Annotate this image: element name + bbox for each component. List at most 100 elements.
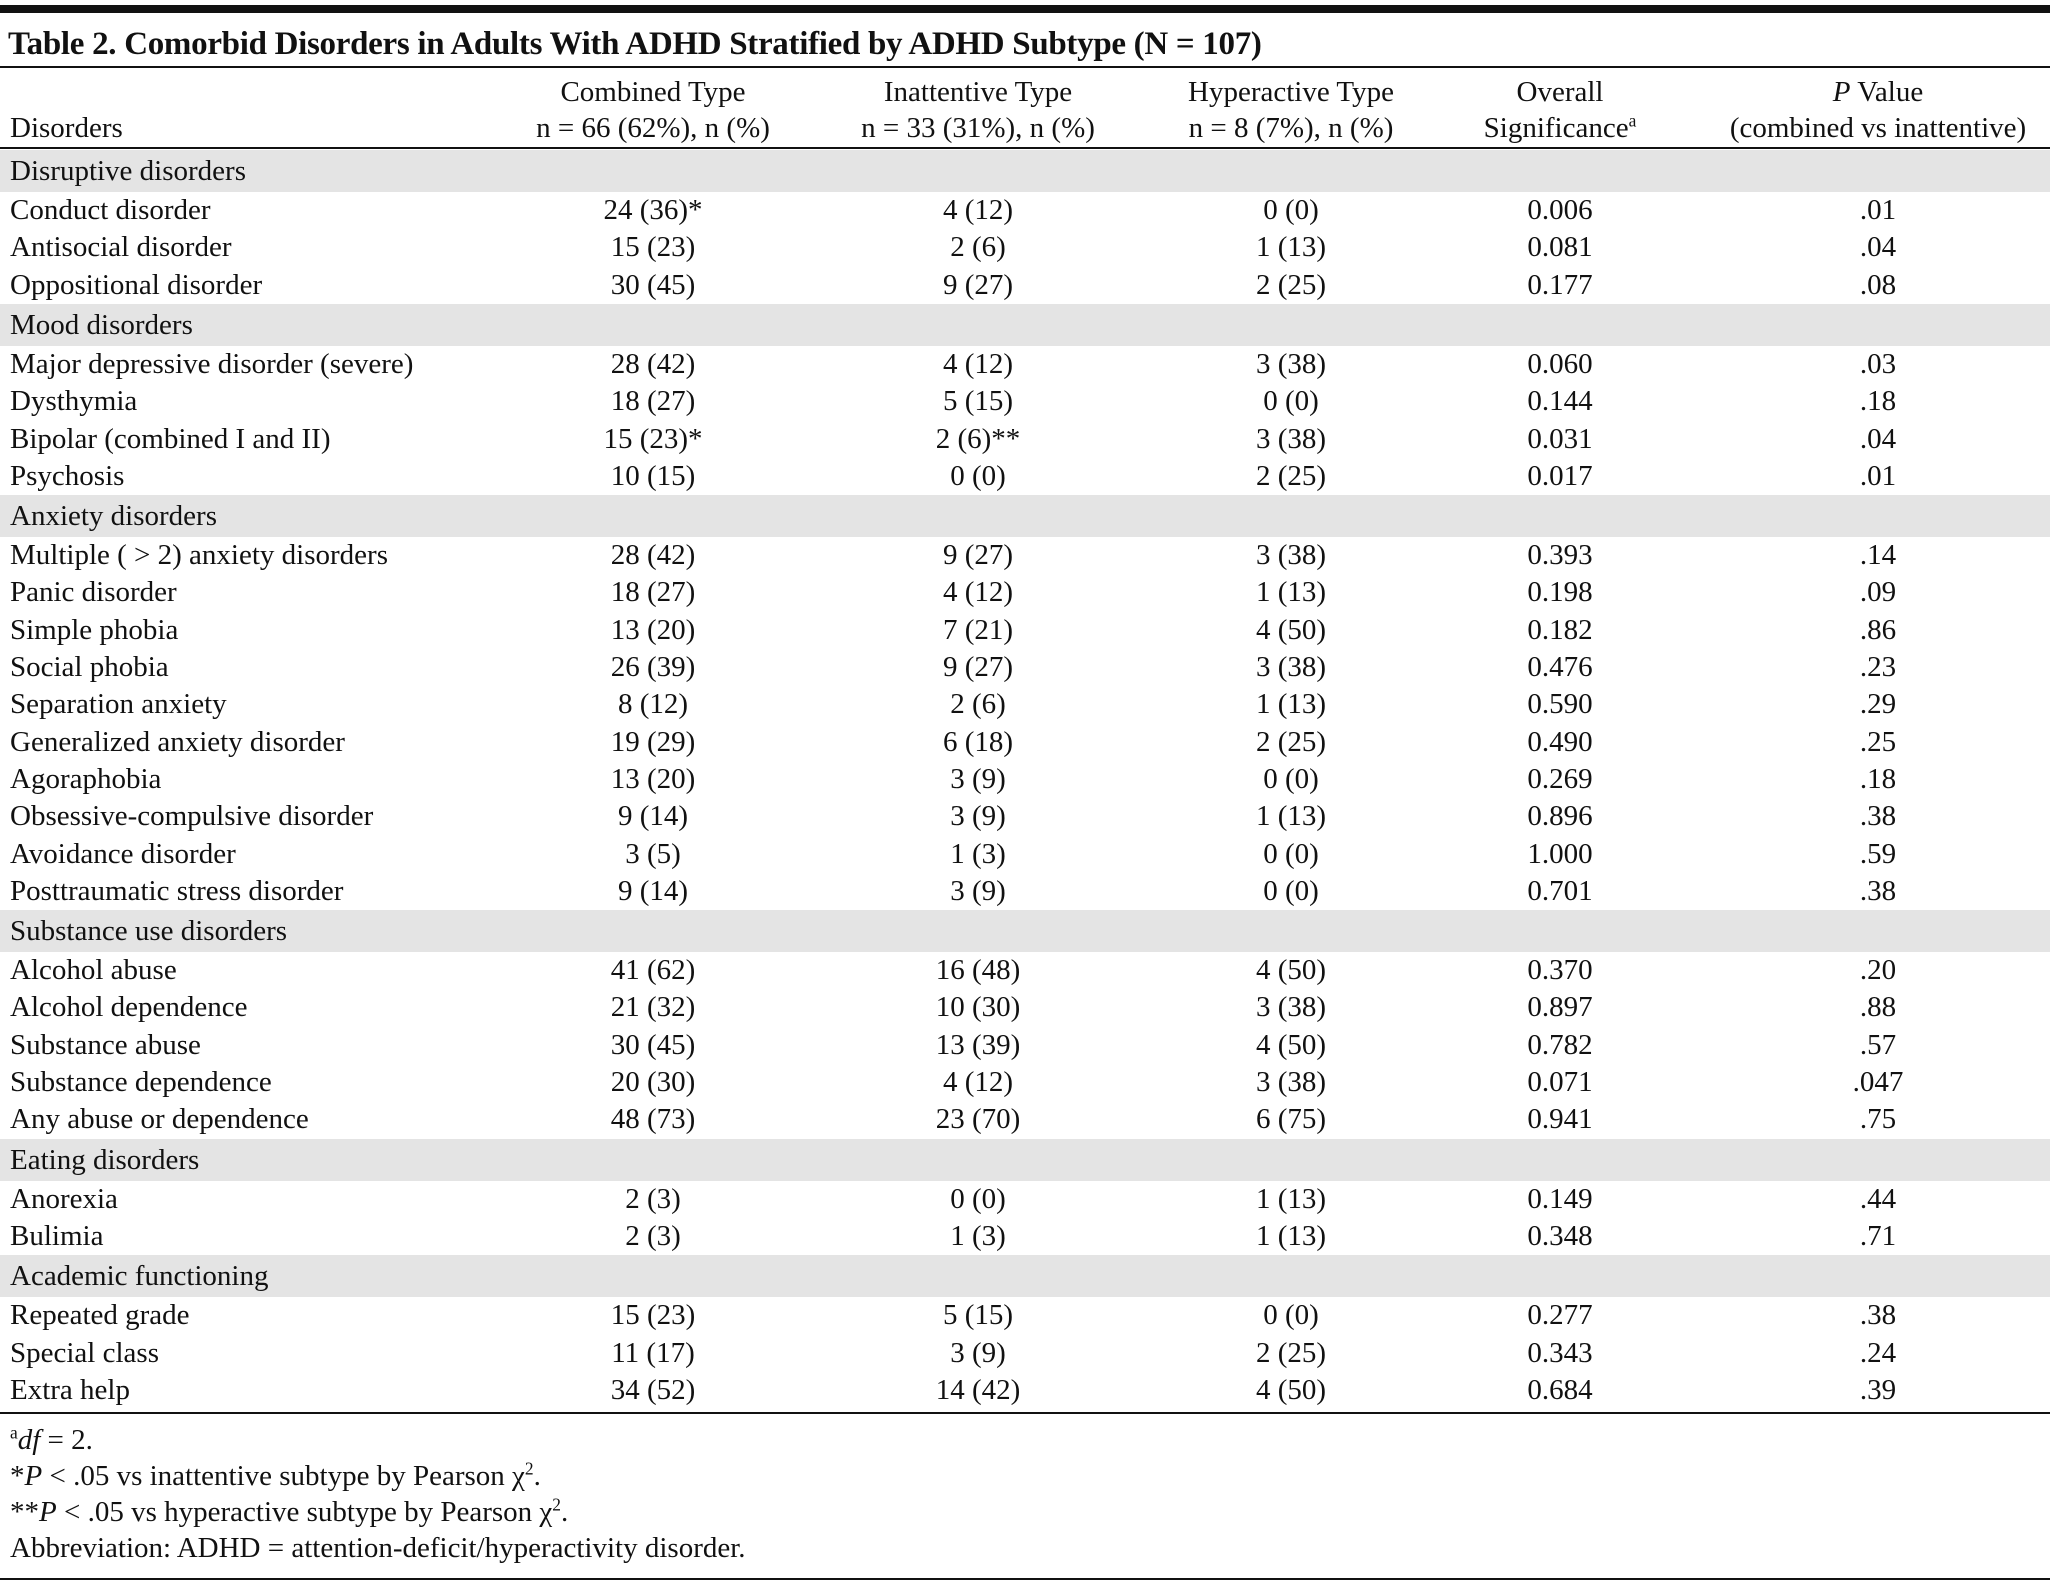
table-cell: 23 (70) <box>935 1103 1021 1136</box>
row-label: Multiple ( > 2) anxiety disorders <box>10 539 388 572</box>
header-cell: Hyperactive Type <box>1188 74 1394 110</box>
header-line: Significancea <box>0 110 2050 146</box>
table-cell: 0.343 <box>1527 1336 1593 1369</box>
table-row: Agoraphobia 13 (20) 3 (9) 0 (0) 0.269 .18 <box>0 761 2050 798</box>
row-label: Extra help <box>10 1373 130 1406</box>
table-cell: .38 <box>1859 874 1897 907</box>
header-line: Disorders <box>0 110 2050 146</box>
table-cell: 4 (12) <box>942 347 1014 380</box>
table-cell: 2 (25) <box>1255 1336 1327 1369</box>
table-row: Antisocial disorder 15 (23) 2 (6) 1 (13) 0.0… <box>0 229 2050 266</box>
footnote: Abbreviation: ADHD = attention-deficit/h… <box>0 1530 2050 1566</box>
row-label: Substance abuse <box>10 1028 201 1061</box>
header-cell: Combined Type <box>560 74 745 110</box>
text-segment: n = 66 (62%), n (%) <box>536 112 770 144</box>
table-cell: 3 (9) <box>950 1336 1006 1369</box>
table-row: Multiple ( > 2) anxiety disorders 28 (42)… <box>0 537 2050 574</box>
table-cell: 0.370 <box>1527 954 1593 987</box>
table-cell: 7 (21) <box>942 613 1014 646</box>
table-cell: .39 <box>1859 1373 1897 1406</box>
section-row: Disruptive disorders <box>0 150 2050 192</box>
table-row: Social phobia 26 (39) 9 (27) 3 (38) 0.476 .23 <box>0 649 2050 686</box>
table-cell: 28 (42) <box>610 347 696 380</box>
text-segment: * <box>10 1460 25 1492</box>
table-cell: 0 (0) <box>1263 874 1319 907</box>
table-cell: .38 <box>1859 1299 1897 1332</box>
footnote: **P < .05 vs hyperactive subtype by Pear… <box>0 1494 2050 1530</box>
table-cell: .03 <box>1859 347 1897 380</box>
table-cell: 13 (20) <box>610 762 696 795</box>
row-label: Bulimia <box>10 1219 104 1252</box>
row-label: Separation anxiety <box>10 688 227 721</box>
table-cell: 0 (0) <box>1263 194 1319 226</box>
table-cell: 3 (9) <box>950 874 1006 907</box>
table-cell: 4 (12) <box>942 576 1014 609</box>
table-cell: 0.348 <box>1527 1219 1593 1252</box>
table-cell: 0 (0) <box>1263 762 1319 795</box>
table-cell: .01 <box>1859 194 1897 226</box>
table-cell: .71 <box>1859 1219 1897 1252</box>
table-row: Separation anxiety 8 (12) 2 (6) 1 (13) 0.590… <box>0 686 2050 723</box>
table-cell: 11 (17) <box>611 1336 695 1369</box>
section-label: Eating disorders <box>10 1143 200 1176</box>
table-row: Alcohol dependence 21 (32) 10 (30) 3 (38) 0.… <box>0 989 2050 1026</box>
table-cell: 21 (32) <box>610 991 696 1024</box>
header-line: (combined vs inattentive) <box>0 110 2050 146</box>
row-label: Oppositional disorder <box>10 268 263 301</box>
table-cell: 2 (6) <box>950 688 1006 721</box>
table-cell: 3 (5) <box>625 837 681 870</box>
header-line: Inattentive Type <box>0 74 2050 110</box>
table-cell: 24 (36)* <box>603 194 703 226</box>
table-row: Special class 11 (17) 3 (9) 2 (25) 0.343 .24 <box>0 1335 2050 1372</box>
header-rule <box>0 147 2050 149</box>
table-cell: .25 <box>1859 725 1897 758</box>
text-segment: (combined vs inattentive) <box>1729 112 2027 144</box>
text-segment: 2 <box>552 1494 561 1515</box>
table-bottom-rule <box>0 1412 2050 1414</box>
section-label: Substance use disorders <box>10 915 288 948</box>
table-cell: 3 (9) <box>950 762 1006 795</box>
table-cell: .57 <box>1859 1028 1897 1061</box>
text-segment: Abbreviation: ADHD = attention-deficit/h… <box>10 1532 746 1564</box>
table-cell: 0.017 <box>1527 459 1593 492</box>
row-label: Avoidance disorder <box>10 837 236 870</box>
row-label: Special class <box>10 1336 159 1369</box>
table-cell: 0.182 <box>1527 613 1593 646</box>
table-cell: 1 (3) <box>950 837 1006 870</box>
section-row: Eating disorders <box>0 1138 2050 1181</box>
table-cell: .04 <box>1859 231 1897 264</box>
text-segment: P <box>24 1460 43 1492</box>
table-row: Posttraumatic stress disorder 9 (14) 3 (9)… <box>0 873 2050 910</box>
table-cell: 10 (15) <box>610 459 696 492</box>
table-cell: 0.144 <box>1527 385 1593 418</box>
header-line: n = 8 (7%), n (%) <box>0 110 2050 146</box>
text-segment: Hyperactive Type <box>1188 76 1394 108</box>
table-cell: 1 (13) <box>1255 1182 1327 1215</box>
table-row: Bulimia 2 (3) 1 (3) 1 (13) 0.348 .71 <box>0 1218 2050 1255</box>
footnote-text: Abbreviation: ADHD = attention-deficit/h… <box>10 1530 746 1566</box>
row-label: Generalized anxiety disorder <box>10 725 345 758</box>
header-cell: P Value <box>1833 74 1923 110</box>
header-cell: n = 33 (31%), n (%) <box>861 110 1095 146</box>
row-label: Dysthymia <box>10 385 138 418</box>
header-cell: Inattentive Type <box>884 74 1072 110</box>
footnote-text: *P < .05 vs inattentive subtype by Pears… <box>10 1458 541 1494</box>
table-cell: 6 (75) <box>1255 1103 1327 1136</box>
text-segment: 2 <box>524 1458 534 1479</box>
table-cell: 18 (27) <box>610 576 696 609</box>
table-cell: 0.590 <box>1527 688 1593 721</box>
table-cell: 5 (15) <box>942 1299 1014 1332</box>
table-cell: .29 <box>1859 688 1897 721</box>
table-cell: 15 (23) <box>610 1299 696 1332</box>
table-cell: 41 (62) <box>610 954 696 987</box>
header-cell: Significancea <box>1484 110 1637 146</box>
table-cell: 4 (12) <box>942 1066 1014 1098</box>
table-cell: 0 (0) <box>1263 1299 1319 1332</box>
table-cell: 1 (13) <box>1255 800 1327 833</box>
table-cell: 0.060 <box>1527 347 1593 380</box>
table-cell: 4 (50) <box>1255 1373 1327 1406</box>
table-cell: 10 (30) <box>935 991 1021 1024</box>
table-cell: .01 <box>1859 459 1897 492</box>
table-cell: 30 (45) <box>610 268 696 301</box>
section-row: Academic functioning <box>0 1255 2050 1298</box>
